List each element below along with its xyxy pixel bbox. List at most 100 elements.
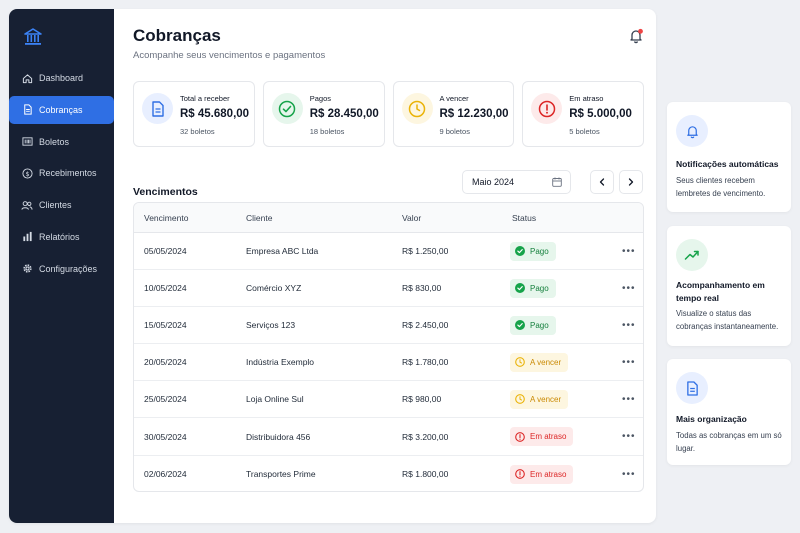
chart-icon (21, 231, 33, 243)
row-more-button[interactable]: ••• (622, 468, 636, 480)
bank-icon[interactable] (23, 27, 43, 47)
table-row[interactable]: 10/05/2024 Comércio XYZ R$ 830,00 Pago •… (134, 270, 643, 308)
row-value: R$ 1.800,00 (402, 469, 449, 480)
row-more-button[interactable]: ••• (622, 356, 636, 368)
table-row[interactable]: 05/05/2024 Empresa ABC Ltda R$ 1.250,00 … (134, 233, 643, 271)
row-more-button[interactable]: ••• (622, 282, 636, 294)
sidebar-item-label: Relatórios (39, 231, 80, 242)
document-icon (21, 104, 33, 116)
status-badge: A vencer (510, 389, 569, 409)
table-row[interactable]: 25/05/2024 Loja Online Sul R$ 980,00 A v… (134, 381, 643, 419)
svg-text:$: $ (25, 170, 29, 178)
section-title: Vencimentos (133, 186, 198, 198)
row-more-button[interactable]: ••• (622, 431, 636, 443)
check-circle-icon (271, 93, 303, 124)
row-value: R$ 830,00 (402, 283, 442, 294)
page-title: Cobranças (133, 26, 221, 45)
table-row[interactable]: 30/05/2024 Distribuidora 456 R$ 3.200,00… (134, 418, 643, 456)
summary-count: 9 boletos (439, 127, 470, 136)
summary-cards: Total a receber R$ 45.680,00 32 boletos … (133, 81, 644, 147)
page-subtitle: Acompanhe seus vencimentos e pagamentos (133, 50, 326, 61)
clock-icon (515, 394, 525, 405)
sidebar-item-recebimentos[interactable]: $ Recebimentos (9, 159, 114, 187)
row-more-button[interactable]: ••• (622, 393, 636, 405)
sidebar-item-relatorios[interactable]: Relatórios (9, 223, 114, 251)
status-label: Em atraso (530, 469, 567, 479)
row-date: 30/05/2024 (144, 431, 187, 442)
check-circle-icon (515, 283, 525, 294)
column-header-valor[interactable]: Valor (402, 212, 422, 223)
barcode-icon (21, 136, 33, 148)
row-value: R$ 3.200,00 (402, 431, 449, 442)
sidebar-item-label: Dashboard (39, 73, 84, 83)
feature-card-notificacoes: Notificações automáticas Seus clientes r… (667, 102, 791, 212)
sidebar-item-boletos[interactable]: Boletos (9, 128, 114, 156)
vencimentos-table: Vencimento Cliente Valor Status 05/05/20… (133, 202, 644, 492)
alert-circle-icon (515, 469, 525, 479)
sidebar-item-cobrancas[interactable]: Cobranças (9, 95, 114, 124)
sidebar-item-dashboard[interactable]: Dashboard (9, 64, 114, 92)
summary-label: Em atraso (569, 94, 604, 103)
status-badge: Em atraso (510, 427, 574, 447)
row-value: R$ 1.780,00 (402, 357, 449, 368)
summary-card-total[interactable]: Total a receber R$ 45.680,00 32 boletos (133, 81, 255, 147)
sidebar-item-label: Boletos (39, 136, 70, 147)
check-circle-icon (515, 320, 525, 331)
chevron-left-icon (599, 178, 605, 186)
summary-label: Pagos (309, 94, 332, 103)
status-badge: Pago (510, 315, 556, 335)
column-header-vencimento[interactable]: Vencimento (144, 212, 189, 223)
sidebar-nav: Dashboard Cobranças Boletos $ Recebiment… (9, 64, 114, 287)
row-date: 25/05/2024 (144, 394, 187, 405)
chevron-right-icon (628, 178, 634, 186)
row-client: Empresa ABC Ltda (246, 246, 319, 257)
row-more-button[interactable]: ••• (622, 319, 636, 331)
prev-month-button[interactable] (590, 170, 614, 194)
table-row[interactable]: 15/05/2024 Serviços 123 R$ 2.450,00 Pago… (134, 307, 643, 345)
summary-label: Total a receber (180, 94, 230, 103)
notifications-button[interactable] (628, 28, 644, 44)
status-label: A vencer (530, 394, 562, 404)
feature-desc: Visualize o status das cobranças instant… (676, 309, 779, 331)
alert-circle-icon (531, 93, 563, 124)
summary-count: 18 boletos (309, 127, 345, 136)
dollar-icon: $ (21, 167, 33, 179)
feature-title: Notificações automáticas (676, 159, 779, 169)
row-date: 15/05/2024 (144, 320, 187, 331)
sidebar-item-label: Configurações (39, 263, 98, 274)
summary-count: 32 boletos (180, 127, 215, 136)
summary-card-em-atraso[interactable]: Em atraso R$ 5.000,00 5 boletos (522, 81, 644, 147)
feature-title: Acompanhamento em tempo real (676, 280, 765, 303)
status-label: Pago (530, 283, 549, 293)
feature-desc: Todas as cobranças em um só lugar. (676, 431, 782, 453)
feature-card-acompanhamento: Acompanhamento em tempo real Visualize o… (667, 226, 791, 346)
row-date: 20/05/2024 (144, 357, 187, 368)
alert-circle-icon (515, 431, 525, 442)
row-client: Comércio XYZ (246, 283, 302, 294)
bell-icon (630, 28, 643, 44)
users-icon (21, 199, 33, 211)
next-month-button[interactable] (619, 170, 643, 194)
main-content: Cobranças Acompanhe seus vencimentos e p… (114, 9, 656, 523)
row-client: Distribuidora 456 (246, 431, 311, 442)
trend-up-icon (676, 239, 708, 271)
summary-card-a-vencer[interactable]: A vencer R$ 12.230,00 9 boletos (392, 81, 515, 147)
month-picker[interactable]: Maio 2024 (462, 170, 571, 194)
table-row[interactable]: 02/06/2024 Transportes Prime R$ 1.800,00… (134, 456, 643, 491)
row-date: 02/06/2024 (144, 469, 187, 480)
clock-icon (515, 357, 525, 368)
status-badge: Pago (510, 241, 556, 261)
sidebar-item-clientes[interactable]: Clientes (9, 191, 114, 219)
summary-value: R$ 45.680,00 (180, 108, 250, 120)
app-window: Dashboard Cobranças Boletos $ Recebiment… (9, 9, 656, 523)
document-icon (142, 93, 173, 124)
column-header-status[interactable]: Status (512, 212, 537, 223)
row-more-button[interactable]: ••• (622, 245, 636, 257)
sidebar-item-configuracoes[interactable]: Configurações (9, 255, 114, 283)
column-header-cliente[interactable]: Cliente (246, 212, 273, 223)
summary-label: A vencer (439, 94, 469, 103)
feature-card-organizacao: Mais organização Todas as cobranças em u… (667, 359, 791, 465)
status-badge: Pago (510, 278, 556, 298)
summary-card-pagos[interactable]: Pagos R$ 28.450,00 18 boletos (262, 81, 385, 147)
table-row[interactable]: 20/05/2024 Indústria Exemplo R$ 1.780,00… (134, 344, 643, 382)
